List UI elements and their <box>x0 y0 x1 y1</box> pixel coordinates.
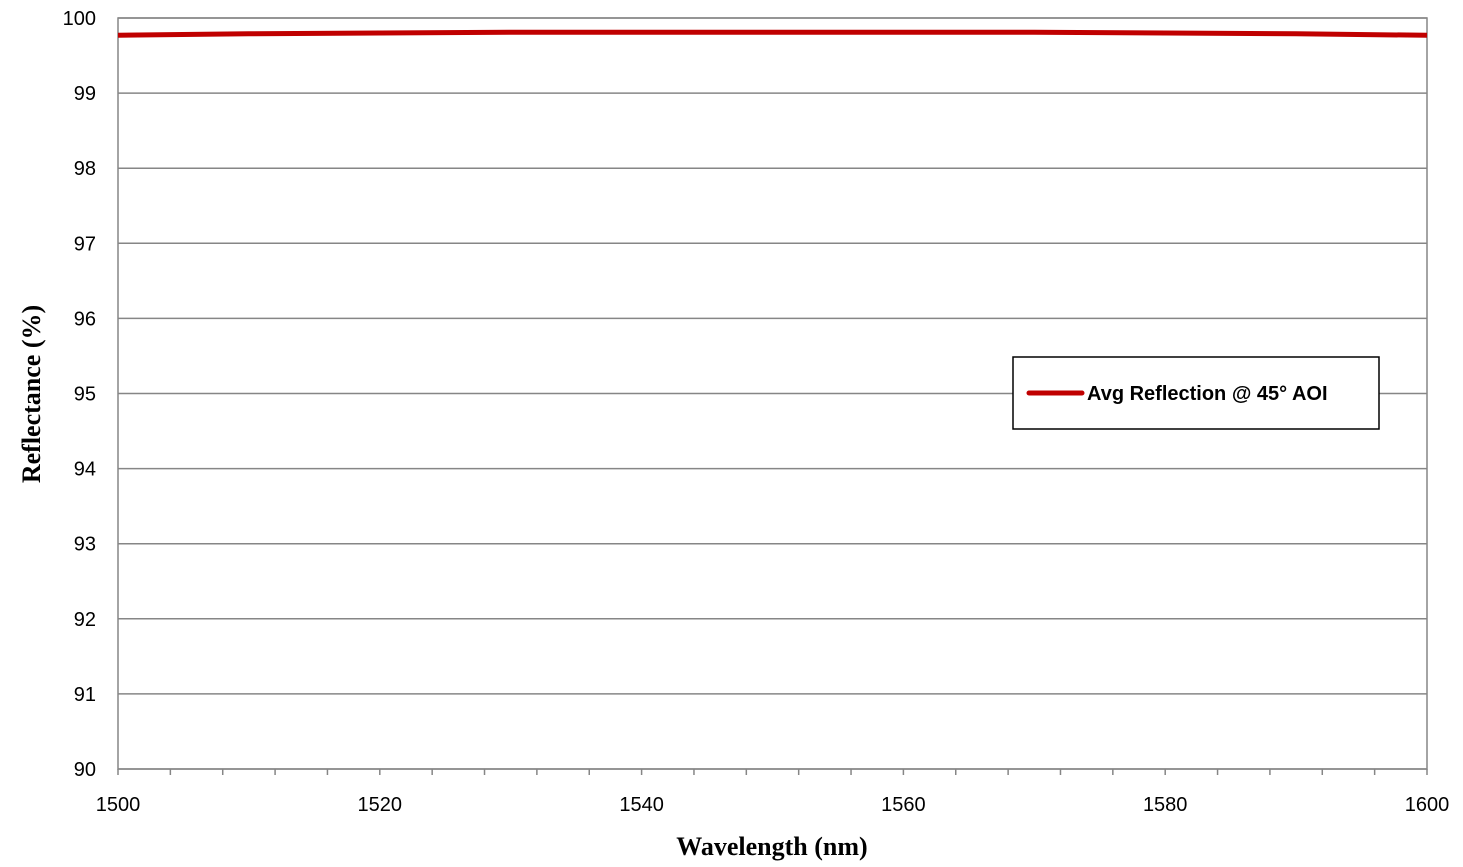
y-tick-label: 96 <box>74 308 96 330</box>
series-layer <box>117 29 1428 38</box>
x-tick-label: 1500 <box>96 794 141 816</box>
series-line <box>117 29 1428 38</box>
y-tick-label: 97 <box>74 233 96 255</box>
y-axis-title: Reflectance (%) <box>17 305 46 483</box>
x-axis-ticks <box>117 769 1428 775</box>
x-tick-label: 1580 <box>1143 794 1188 816</box>
plot-area <box>117 17 1428 770</box>
y-tick-label: 90 <box>74 759 96 781</box>
y-tick-label: 92 <box>74 609 96 631</box>
x-tick-label: 1560 <box>881 794 926 816</box>
x-tick-label: 1600 <box>1405 794 1450 816</box>
y-tick-label: 91 <box>74 684 96 706</box>
y-tick-label: 94 <box>74 459 96 481</box>
y-tick-label: 100 <box>63 8 96 30</box>
x-tick-label: 1540 <box>619 794 664 816</box>
legend: Avg Reflection @ 45° AOI <box>1012 356 1380 430</box>
y-tick-label: 99 <box>74 83 96 105</box>
y-tick-label: 95 <box>74 384 96 406</box>
y-axis-tick-labels: 90 91 92 93 94 95 96 97 98 99 100 <box>63 8 96 781</box>
x-axis-title: Wavelength (nm) <box>676 832 867 861</box>
legend-label: Avg Reflection @ 45° AOI <box>1087 383 1328 405</box>
x-axis-tick-labels: 1500 1520 1540 1560 1580 1600 <box>96 794 1450 816</box>
y-tick-label: 93 <box>74 534 96 556</box>
y-tick-label: 98 <box>74 158 96 180</box>
x-tick-label: 1520 <box>358 794 403 816</box>
